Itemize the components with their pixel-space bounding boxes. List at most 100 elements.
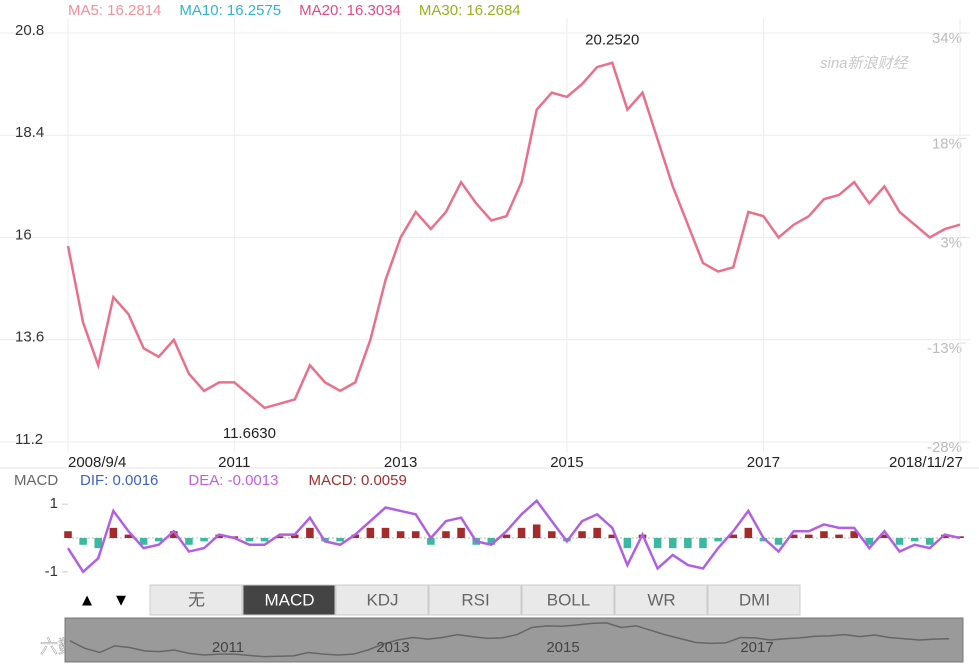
macd-bar <box>608 534 617 538</box>
macd-bar <box>865 538 874 545</box>
tab-box <box>521 584 615 616</box>
macd-bar <box>396 531 405 538</box>
ma-legend: MA20: 16.3034 <box>299 2 401 19</box>
y2-tick-label: -28% <box>927 439 962 456</box>
y-tick-label: 13.6 <box>15 329 44 346</box>
macd-bar <box>714 538 722 542</box>
navigator-label: 2013 <box>376 639 409 656</box>
macd-bar <box>517 527 526 538</box>
y2-tick-label: 3% <box>940 234 962 251</box>
macd-bar <box>880 534 889 538</box>
macd-bar <box>820 531 828 538</box>
macd-bar <box>502 534 511 538</box>
macd-bar <box>548 531 556 538</box>
macd-bar <box>684 538 692 549</box>
macd-bar <box>381 527 390 538</box>
macd-bar <box>774 538 783 545</box>
macd-bar <box>185 538 193 545</box>
macd-bar <box>744 527 753 538</box>
macd-bar <box>925 538 934 545</box>
extreme-label: 20.2520 <box>585 31 639 48</box>
macd-bar <box>910 538 919 542</box>
navigator-line <box>69 622 950 658</box>
watermark: sina新浪财经 <box>820 55 910 72</box>
price-line <box>66 61 961 410</box>
macd-bar <box>245 538 254 542</box>
macd-bar <box>124 534 133 538</box>
x-tick-label: 2015 <box>550 454 583 471</box>
tab-box <box>242 584 336 616</box>
tab-box <box>428 584 522 616</box>
x-tick-label: 2008/9/4 <box>68 454 126 471</box>
macd-bar <box>427 538 435 545</box>
tab-box <box>149 584 243 616</box>
y-tick-label: 11.2 <box>15 431 43 448</box>
macd-bar <box>154 538 163 542</box>
macd-bar <box>835 534 843 538</box>
tab-box <box>707 584 801 616</box>
macd-bar <box>805 534 813 538</box>
macd-tick-label: 1 <box>50 495 58 512</box>
y-tick-label: 18.4 <box>15 124 44 141</box>
macd-bar <box>306 527 314 538</box>
y2-tick-label: 34% <box>932 30 962 47</box>
y2-tick-label: -13% <box>927 340 962 357</box>
macd-bar <box>200 538 208 542</box>
tab[interactable]: ▼ <box>113 590 130 609</box>
macd-bar <box>260 538 269 542</box>
tab-box <box>614 584 708 616</box>
macd-bar <box>170 531 178 538</box>
macd-bar <box>94 538 103 549</box>
ma-legend: MA30: 16.2684 <box>419 2 521 19</box>
tab[interactable]: KDJ <box>366 590 398 609</box>
macd-bar <box>759 538 768 542</box>
macd-bar <box>895 538 904 545</box>
x-tick-label: 2011 <box>218 454 250 471</box>
macd-bar <box>457 527 465 538</box>
ma-legend: MA5: 16.2814 <box>68 2 161 19</box>
x-tick-label: 2018/11/27 <box>889 454 963 471</box>
tab[interactable]: ▲ <box>79 590 96 609</box>
macd-bar <box>850 531 858 538</box>
x-tick-label: 2013 <box>384 454 417 471</box>
navigator <box>64 617 964 663</box>
tab[interactable]: 无 <box>188 590 205 609</box>
macd-bar <box>653 538 662 549</box>
extreme-label: 11.6630 <box>223 425 276 442</box>
ma-legend: MA10: 16.2575 <box>179 2 281 19</box>
macd-bar <box>139 538 148 545</box>
macd-bar <box>291 534 299 538</box>
tab-box <box>335 584 429 616</box>
macd-bar <box>64 531 72 538</box>
tab[interactable]: BOLL <box>547 590 590 609</box>
macd-bar <box>215 534 223 538</box>
macd-bar <box>79 538 87 545</box>
macd-bar <box>532 524 541 538</box>
macd-bar <box>699 538 707 549</box>
macd-legend: DEA: -0.0013 <box>188 472 278 489</box>
macd-bar <box>729 534 737 538</box>
tab[interactable]: RSI <box>461 590 489 609</box>
y-tick-label: 16 <box>15 226 32 243</box>
macd-bar <box>593 527 601 538</box>
macd-bar <box>109 527 118 538</box>
navigator-label: 2017 <box>740 639 773 656</box>
tab[interactable]: WR <box>647 590 675 609</box>
navigator-label: 2011 <box>212 639 244 656</box>
macd-bar <box>411 531 420 538</box>
macd-bar <box>578 531 586 538</box>
macd-bar <box>789 534 798 538</box>
macd-legend: DIF: 0.0016 <box>80 472 158 489</box>
macd-bar <box>668 538 677 549</box>
macd-bar <box>941 534 949 538</box>
tab[interactable]: MACD <box>264 590 314 609</box>
macd-bar <box>366 527 375 538</box>
macd-bar <box>442 531 450 538</box>
tab[interactable]: DMI <box>739 590 770 609</box>
y2-tick-label: 18% <box>932 136 962 153</box>
macd-legend: MACD: 0.0059 <box>308 472 406 489</box>
x-tick-label: 2017 <box>747 454 780 471</box>
macd-bar <box>487 538 496 545</box>
macd-bar <box>275 536 284 538</box>
